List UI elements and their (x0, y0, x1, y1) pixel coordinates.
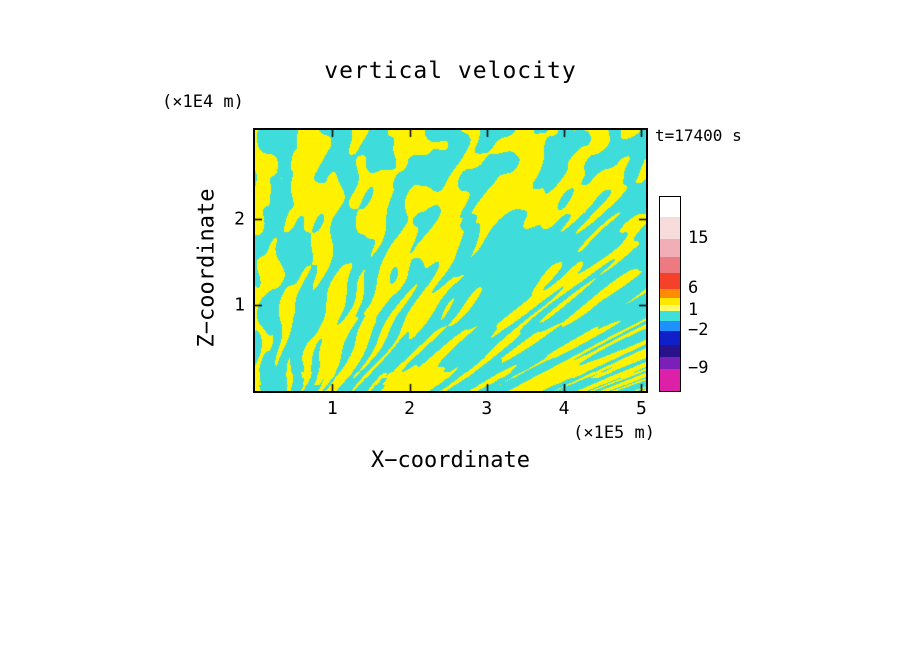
colorbar-segment (660, 357, 680, 369)
x-tick-label: 4 (558, 398, 570, 419)
colorbar-segment (660, 311, 680, 321)
colorbar-tick-label: −2 (688, 320, 709, 340)
colorbar-segment (660, 369, 680, 391)
plot-frame (253, 128, 648, 393)
colorbar-segment (660, 217, 680, 239)
colorbar-tick-label: 6 (688, 278, 699, 298)
colorbar-segment (660, 298, 680, 305)
y-tick-label: 1 (234, 294, 245, 316)
colorbar-segment (660, 331, 680, 345)
x-tick-label: 3 (481, 398, 493, 419)
x-tick-label: 5 (635, 398, 647, 419)
colorbar-segment (660, 321, 680, 331)
time-annotation: t=17400 s (655, 126, 742, 145)
colorbar (659, 196, 681, 392)
x-axis-unit-label: (×1E5 m) (573, 423, 655, 443)
colorbar-tick-label: −9 (688, 358, 709, 378)
x-axis-title: X−coordinate (371, 448, 530, 473)
x-tick-label: 2 (404, 398, 415, 419)
colorbar-segment (660, 197, 680, 217)
chart-title: vertical velocity (324, 58, 577, 84)
colorbar-segment (660, 239, 680, 257)
colorbar-tick-label: 15 (688, 228, 709, 248)
colorbar-segment (660, 305, 680, 311)
colorbar-segment (660, 273, 680, 289)
heatmap-canvas (255, 130, 646, 391)
y-tick-label: 2 (234, 208, 245, 230)
colorbar-segment (660, 345, 680, 357)
colorbar-segment (660, 257, 680, 273)
y-axis-unit-label: (×1E4 m) (162, 92, 244, 112)
colorbar-tick-label: 1 (688, 300, 699, 320)
x-tick-label: 1 (326, 398, 338, 419)
colorbar-segment (660, 289, 680, 298)
